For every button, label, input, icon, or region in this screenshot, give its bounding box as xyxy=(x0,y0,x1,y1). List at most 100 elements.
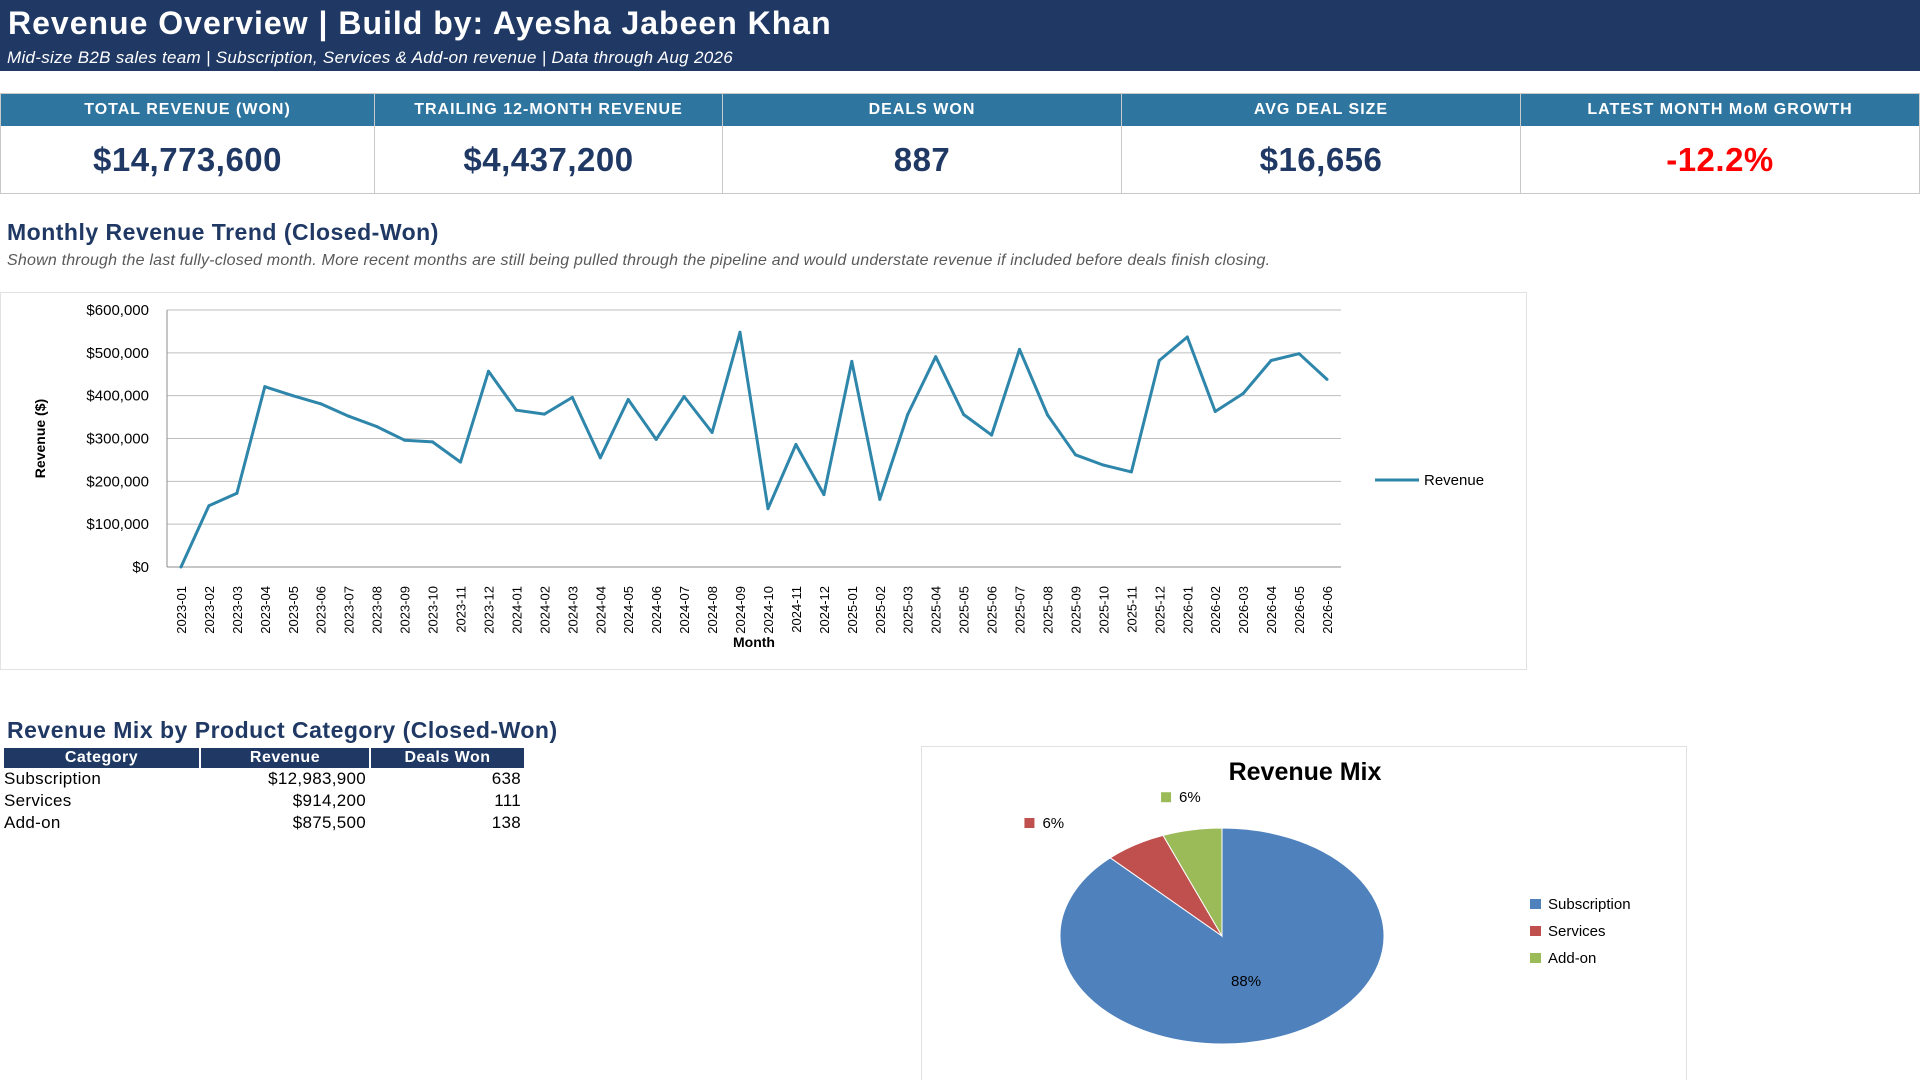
x-tick-label: 2025-07 xyxy=(1013,586,1028,634)
data-point xyxy=(1129,470,1133,474)
data-point xyxy=(1018,347,1022,351)
cell-revenue: $875,500 xyxy=(292,813,366,832)
data-point xyxy=(682,395,686,399)
x-tick-label: 2023-11 xyxy=(454,586,469,633)
data-point xyxy=(486,369,490,373)
data-point xyxy=(1157,359,1161,363)
data-point xyxy=(319,402,323,406)
x-tick-label: 2024-08 xyxy=(705,586,720,634)
column-header-category: Category xyxy=(4,748,201,768)
y-tick-label: $400,000 xyxy=(86,388,149,405)
y-tick-label: $300,000 xyxy=(86,431,149,448)
pie-label-swatch xyxy=(1024,818,1035,829)
data-point xyxy=(291,394,295,398)
data-point xyxy=(235,491,239,495)
x-tick-label: 2025-02 xyxy=(873,586,888,634)
revenue-mix-svg: Revenue Mix 88% 6% 6% Subscription Services Ad… xyxy=(1024,758,1631,1045)
data-point xyxy=(1185,335,1189,339)
x-tick-label: 2023-09 xyxy=(398,586,413,634)
data-point xyxy=(542,412,546,416)
x-tick-label: 2024-11 xyxy=(789,586,804,633)
pie-label-swatch xyxy=(1161,792,1172,803)
data-point xyxy=(263,385,267,389)
x-tick-label: 2025-08 xyxy=(1041,586,1056,634)
x-tick-label: 2025-01 xyxy=(845,586,860,634)
x-tick-label: 2024-02 xyxy=(537,586,552,634)
kpi-row: TOTAL REVENUE (WON) $14,773,600 TRAILING… xyxy=(0,93,1920,194)
x-tick-label: 2024-10 xyxy=(761,586,776,634)
data-point xyxy=(1213,410,1217,414)
y-axis-title: Revenue ($) xyxy=(32,399,48,478)
kpi-label: DEALS WON xyxy=(723,94,1121,126)
revenue-trend-svg: $0 $100,000 $200,000 $300,000 $400,000 $500,0… xyxy=(32,302,1484,650)
kpi-label: LATEST MONTH MoM GROWTH xyxy=(1521,94,1919,126)
kpi-label: TRAILING 12-MONTH REVENUE xyxy=(375,94,722,126)
cell-deals-won: 638 xyxy=(491,769,521,788)
x-tick-label: 2023-06 xyxy=(314,586,329,634)
y-tick-label: $200,000 xyxy=(86,473,149,490)
x-tick-label: 2025-09 xyxy=(1068,586,1083,634)
x-tick-label: 2024-05 xyxy=(621,586,636,634)
data-point xyxy=(626,398,630,402)
data-point xyxy=(1046,413,1049,417)
trend-section-note: Shown through the last fully-closed mont… xyxy=(7,252,1271,269)
table-header-row: Category Revenue Deals Won xyxy=(4,748,524,768)
revenue-mix-pie-chart: Revenue Mix 88% 6% 6% Subscription Services Ad… xyxy=(921,746,1687,1080)
data-point xyxy=(878,497,882,501)
cell-category: Subscription xyxy=(4,769,102,788)
data-point xyxy=(990,433,994,437)
kpi-value: -12.2% xyxy=(1666,141,1774,178)
kpi-card-trailing-12m: TRAILING 12-MONTH REVENUE $4,437,200 xyxy=(374,93,723,194)
x-tick-label: 2023-05 xyxy=(286,586,301,634)
data-point xyxy=(934,355,938,359)
page-subtitle: Mid-size B2B sales team | Subscription, … xyxy=(7,48,733,67)
data-point xyxy=(207,504,211,508)
revenue-trend-chart: $0 $100,000 $200,000 $300,000 $400,000 $500,0… xyxy=(0,292,1527,670)
x-tick-label: 2026-06 xyxy=(1320,586,1335,634)
data-point xyxy=(514,408,518,412)
x-tick-label: 2025-04 xyxy=(929,586,944,634)
x-axis-title: Month xyxy=(733,634,775,650)
data-point xyxy=(766,507,770,511)
x-tick-label: 2023-07 xyxy=(342,586,357,634)
cell-category: Add-on xyxy=(4,813,61,832)
data-point xyxy=(1073,453,1077,457)
x-tick-label: 2025-11 xyxy=(1124,586,1139,633)
x-tick-label: 2026-04 xyxy=(1264,586,1279,634)
x-tick-label: 2024-03 xyxy=(565,586,580,634)
cell-revenue: $12,983,900 xyxy=(268,769,366,788)
x-tick-label: 2023-10 xyxy=(426,586,441,634)
table-row: Subscription $12,983,900 638 xyxy=(4,768,524,790)
data-point xyxy=(598,456,602,460)
x-tick-label: 2023-01 xyxy=(174,586,189,634)
y-tick-label: $600,000 xyxy=(86,302,149,319)
legend-label: Add-on xyxy=(1548,950,1596,967)
kpi-value: $16,656 xyxy=(1259,141,1383,178)
data-point xyxy=(431,440,435,444)
data-point xyxy=(347,414,351,418)
data-point xyxy=(710,431,714,435)
x-tick-label: 2024-07 xyxy=(677,586,692,634)
cell-revenue: $914,200 xyxy=(292,791,366,810)
kpi-card-mom-growth: LATEST MONTH MoM GROWTH -12.2% xyxy=(1520,93,1920,194)
data-point xyxy=(1325,377,1329,381)
legend-swatch xyxy=(1530,926,1541,936)
data-point xyxy=(794,442,798,446)
data-point xyxy=(654,437,658,441)
kpi-value: 887 xyxy=(893,141,951,178)
kpi-card-avg-deal-size: AVG DEAL SIZE $16,656 xyxy=(1121,93,1521,194)
kpi-value: $14,773,600 xyxy=(92,141,282,178)
x-tick-label: 2023-12 xyxy=(481,586,496,634)
kpi-value: $4,437,200 xyxy=(463,141,634,178)
cell-category: Services xyxy=(4,791,72,810)
y-tick-label: $0 xyxy=(132,559,149,576)
kpi-label: TOTAL REVENUE (WON) xyxy=(1,94,374,126)
x-tick-label: 2025-10 xyxy=(1096,586,1111,634)
x-tick-label: 2024-04 xyxy=(593,586,608,634)
x-tick-label: 2025-12 xyxy=(1152,586,1167,634)
mix-section-title: Revenue Mix by Product Category (Closed-… xyxy=(7,717,558,743)
x-tick-label: 2023-08 xyxy=(370,586,385,634)
cell-deals-won: 138 xyxy=(491,813,521,832)
y-tick-label: $100,000 xyxy=(86,516,149,533)
data-point xyxy=(1101,463,1105,467)
